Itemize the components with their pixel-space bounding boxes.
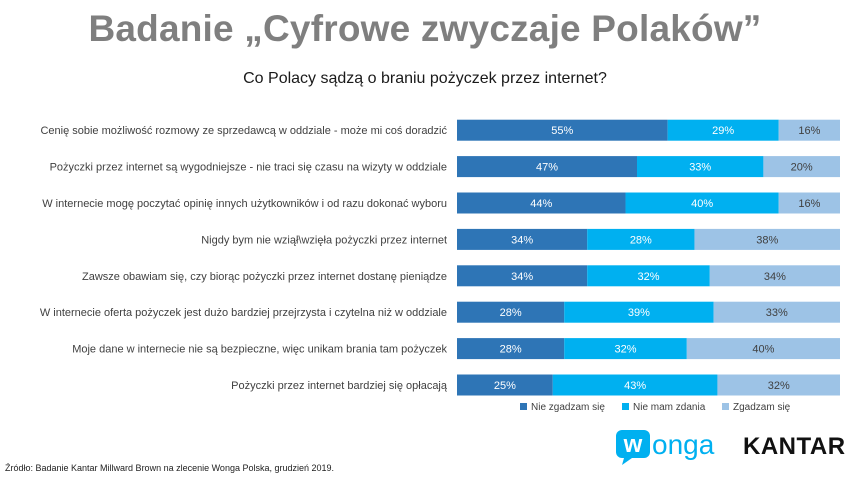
data-label: 38% — [756, 234, 778, 246]
wonga-logo: w onga — [616, 429, 715, 465]
category-label: Zawsze obawiam się, czy biorąc pożyczki … — [82, 271, 447, 283]
bar-segment — [637, 156, 764, 178]
bar-segment — [694, 228, 840, 250]
bar-segment — [625, 192, 779, 214]
stacked-bar-chart: Cenię sobie możliwość rozmowy ze sprzeda… — [40, 119, 840, 413]
bar-segment — [457, 228, 588, 250]
data-label: 55% — [551, 125, 573, 137]
wonga-wordmark: onga — [652, 429, 715, 460]
category-label: Nigdy bym nie wziął\wzięła pożyczki prze… — [201, 234, 447, 246]
kantar-logo: KANTAR — [743, 433, 846, 460]
data-label: 47% — [536, 162, 558, 174]
legend-label: Nie zgadzam się — [531, 402, 605, 413]
data-label: 40% — [752, 344, 774, 356]
legend-swatch — [622, 403, 629, 410]
bar-segment — [564, 301, 714, 323]
data-label: 16% — [798, 125, 820, 137]
bar-segment — [709, 265, 840, 287]
category-label: Cenię sobie możliwość rozmowy ze sprzeda… — [40, 125, 447, 137]
bar-segment — [587, 228, 695, 250]
bar-segment — [457, 338, 565, 360]
bar-segment — [564, 338, 687, 360]
bar-segment — [667, 119, 779, 141]
data-label: 43% — [624, 380, 646, 392]
data-label: 16% — [798, 198, 820, 210]
page-title: Badanie „Cyfrowe zwyczaje Polaków” — [88, 8, 762, 49]
data-label: 32% — [615, 344, 637, 356]
bar-segment — [552, 374, 718, 396]
data-label: 32% — [768, 380, 790, 392]
data-label: 28% — [500, 307, 522, 319]
bar-segment — [457, 156, 638, 178]
category-label: W internecie mogę poczytać opinię innych… — [42, 198, 447, 210]
chart-subtitle: Co Polacy sądzą o braniu pożyczek przez … — [243, 70, 607, 87]
legend-label: Nie mam zdania — [633, 402, 706, 413]
data-label: 33% — [766, 307, 788, 319]
category-label: Pożyczki przez internet bardziej się opł… — [231, 380, 448, 392]
data-label: 25% — [494, 380, 516, 392]
category-label: W internecie oferta pożyczek jest dużo b… — [40, 307, 447, 319]
data-label: 40% — [691, 198, 713, 210]
bar-segment — [713, 301, 840, 323]
bar-segment — [457, 374, 553, 396]
bar-segment — [778, 192, 840, 214]
data-label: 33% — [689, 162, 711, 174]
data-label: 34% — [511, 271, 533, 283]
data-label: 20% — [791, 162, 813, 174]
category-label: Pożyczki przez internet są wygodniejsze … — [50, 162, 447, 174]
data-label: 28% — [630, 234, 652, 246]
data-label: 39% — [628, 307, 650, 319]
data-label: 34% — [764, 271, 786, 283]
legend-label: Zgadzam się — [733, 402, 791, 413]
data-label: 32% — [637, 271, 659, 283]
svg-text:w: w — [623, 431, 643, 458]
bar-segment — [717, 374, 840, 396]
bar-segment — [457, 192, 626, 214]
legend-swatch — [520, 403, 527, 410]
bar-segment — [457, 119, 668, 141]
wonga-bubble-icon — [616, 430, 650, 458]
bar-segment — [457, 265, 588, 287]
data-label: 44% — [530, 198, 552, 210]
bar-segment — [587, 265, 710, 287]
source-note: Źródło: Badanie Kantar Millward Brown na… — [5, 463, 335, 473]
data-label: 28% — [500, 344, 522, 356]
bar-segment — [686, 338, 840, 360]
bar-segment — [763, 156, 840, 178]
data-label: 34% — [511, 234, 533, 246]
legend-swatch — [722, 403, 729, 410]
bar-segment — [778, 119, 840, 141]
category-label: Moje dane w internecie nie są bezpieczne… — [72, 344, 447, 356]
bar-segment — [457, 301, 565, 323]
data-label: 29% — [712, 125, 734, 137]
